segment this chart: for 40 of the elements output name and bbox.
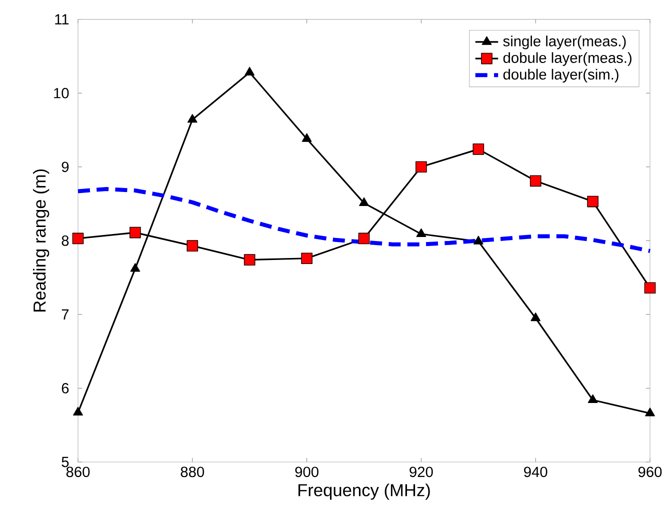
point: [244, 66, 255, 76]
y-tick-label: 8: [62, 236, 69, 246]
x-axis-title: Frequency (MHz): [298, 484, 430, 500]
y-tick-label: 5: [62, 457, 69, 468]
point: [644, 282, 656, 294]
legend-label: double layer(sim.): [503, 69, 618, 83]
y-tick-label: 6: [62, 383, 69, 394]
y-axis-title: Reading range (m): [32, 170, 50, 312]
point: [473, 236, 484, 245]
x-tick-label: 960: [638, 466, 662, 478]
point: [587, 196, 598, 208]
point: [358, 232, 370, 244]
point: [186, 240, 198, 252]
legend-label: single layer(meas.): [503, 36, 626, 50]
point: [301, 252, 312, 264]
point: [645, 408, 655, 416]
point: [302, 133, 312, 142]
point: [359, 198, 369, 206]
x-tick-label: 920: [410, 466, 433, 478]
point: [73, 407, 83, 416]
y-tick-label: 9: [62, 162, 69, 172]
y-tick-label: 11: [55, 14, 69, 25]
point: [416, 161, 427, 173]
point: [130, 227, 141, 238]
point: [72, 232, 84, 244]
point: [244, 254, 256, 266]
y-tick-label: 10: [54, 88, 69, 98]
x-tick-label: 860: [66, 466, 90, 478]
x-tick-label: 880: [180, 466, 204, 478]
point: [130, 263, 140, 272]
point: [187, 114, 198, 123]
point: [416, 228, 426, 238]
x-tick-label: 940: [524, 466, 548, 478]
legend-label: dobule layer(meas.): [503, 52, 632, 66]
y-tick-label: 7: [62, 310, 69, 320]
point: [530, 175, 542, 187]
point: [530, 312, 541, 322]
point: [472, 144, 484, 156]
x-tick-label: 900: [295, 466, 318, 478]
point: [588, 394, 598, 404]
